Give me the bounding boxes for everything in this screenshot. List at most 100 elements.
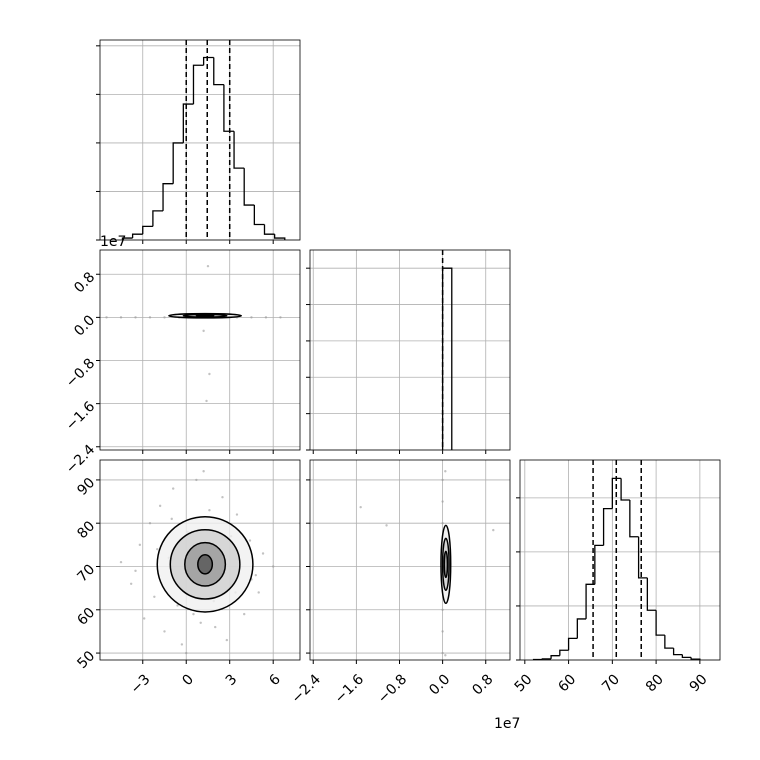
histogram-bin (131, 233, 143, 239)
panel: 50 60 70 80 90 (512, 459, 721, 695)
y-tick-label: −2.4 (63, 442, 98, 477)
histogram-bin (594, 544, 604, 585)
panel: −3 0 3 6 50 60 70 80 90 (74, 459, 301, 697)
scatter-point (235, 513, 239, 516)
histogram-bin (121, 237, 133, 240)
x-tick-label: −1.6 (332, 671, 367, 706)
histogram-bin (172, 142, 184, 184)
histogram-bin (541, 658, 552, 660)
histogram-bin (637, 536, 648, 579)
histogram-bin (213, 57, 224, 86)
x-tick-label: 3 (223, 671, 241, 689)
scatter-point (279, 316, 282, 319)
scatter-point (254, 573, 257, 577)
histogram-bin (243, 168, 255, 206)
scatter-point (250, 316, 253, 319)
scatter-point (208, 372, 211, 376)
histogram-bin (273, 234, 286, 240)
scatter-point (243, 612, 246, 616)
scatter-point (195, 478, 198, 482)
x-tick-label: 0.8 (469, 671, 496, 698)
scatter-point (261, 552, 265, 555)
plot-area (119, 470, 275, 655)
y-tick-label: 0.8 (71, 269, 98, 296)
histogram-bin (611, 477, 622, 509)
scatter-point (225, 638, 229, 642)
scatter-point (119, 560, 123, 564)
plot-area (441, 250, 453, 450)
histogram-bin (681, 654, 692, 659)
y-tick-label: 70 (74, 561, 98, 585)
offset-label: 1e7 (494, 716, 520, 732)
x-tick-label: 6 (266, 671, 284, 689)
plot-area (121, 40, 286, 240)
scatter-point (208, 509, 211, 512)
x-tick-label: 60 (555, 671, 579, 695)
histogram-bin (142, 225, 153, 235)
histogram-bin (646, 577, 657, 611)
histogram-bin (664, 635, 674, 649)
panel: −2.4−1.6−0.8 0.0 0.8 1e7 (289, 459, 520, 732)
histogram-bin (152, 210, 164, 227)
histogram-bin (253, 205, 265, 226)
panel-frame (99, 459, 301, 661)
scatter-point (205, 399, 208, 403)
scatter-point (134, 316, 137, 319)
scatter-point (138, 543, 142, 547)
panel-frame (309, 459, 511, 661)
y-tick-label: 50 (74, 648, 98, 672)
scatter-point (156, 547, 159, 551)
scatter-point (441, 500, 444, 503)
y-tick-label: 90 (74, 475, 98, 499)
contour (195, 314, 215, 318)
histogram-bin (672, 648, 683, 656)
scatter-point (359, 505, 362, 509)
y-tick-label: 80 (74, 518, 98, 542)
histogram-bin (233, 131, 245, 169)
scatter-point (221, 496, 224, 499)
scatter-point (134, 569, 137, 573)
scatter-point (248, 539, 252, 542)
scatter-point (202, 329, 205, 333)
x-tick-label: −2.4 (289, 671, 324, 706)
scatter-point (163, 630, 166, 633)
scatter-point (129, 582, 133, 586)
scatter-point (441, 651, 444, 655)
panel-frame (309, 249, 511, 451)
y-tick-label: 60 (74, 605, 98, 629)
scatter-point (441, 608, 444, 611)
y-tick-label: −1.6 (63, 399, 98, 434)
scatter-point (148, 316, 152, 319)
histogram-bin (585, 583, 595, 619)
histogram-bin (567, 637, 578, 651)
scatter-point (441, 478, 444, 482)
histogram-bin (690, 657, 701, 660)
contour (443, 550, 449, 579)
scatter-point (444, 470, 447, 473)
x-tick-label: −0.8 (375, 671, 410, 706)
scatter-point (441, 522, 444, 525)
scatter-point (492, 528, 495, 532)
panel (306, 249, 511, 454)
scatter-point (257, 591, 260, 594)
plot-area (105, 264, 282, 403)
x-tick-label: −3 (128, 671, 154, 697)
scatter-point (148, 522, 152, 525)
histogram-bin (550, 655, 560, 659)
scatter-point (202, 470, 205, 473)
panel-frame (99, 39, 301, 241)
offset-label: 1e7 (100, 234, 126, 250)
contour (197, 554, 214, 575)
histogram-bin (223, 84, 235, 132)
histogram-bin (182, 103, 194, 143)
histogram-bin (602, 507, 613, 546)
panel (96, 39, 301, 244)
scatter-point (105, 316, 108, 319)
x-tick-label: 0.0 (426, 671, 453, 698)
histogram-bin (162, 183, 174, 211)
x-tick-label: 90 (687, 671, 711, 695)
histogram-bin (202, 56, 214, 66)
scatter-point (158, 504, 162, 508)
